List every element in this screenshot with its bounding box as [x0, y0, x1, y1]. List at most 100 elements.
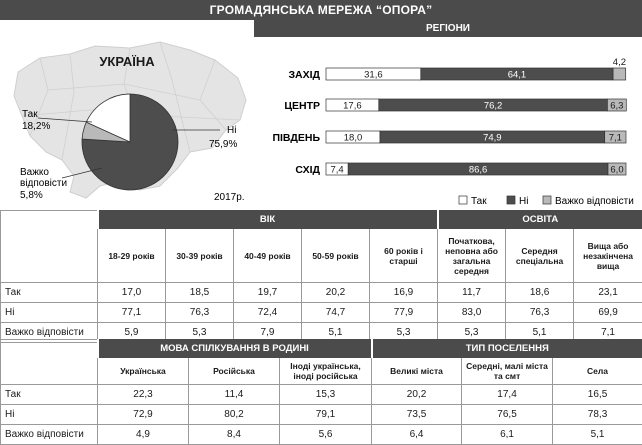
table-cell: 74,7: [301, 302, 370, 323]
table-row: Ні 77,1 76,3 72,4 74,7 77,9 83,0 76,3 69,9: [0, 302, 642, 323]
pie-label-hard-2: відповісти: [20, 178, 67, 189]
region-bar-segment: [607, 98, 627, 112]
table-cell: 5,1: [552, 424, 642, 445]
legend-label-yes: Так: [471, 196, 487, 207]
table-cell: 20,2: [301, 282, 370, 303]
region-bar-value: 18,0: [344, 133, 363, 144]
table-cell: 18,5: [165, 282, 234, 303]
table-cell: 76,3: [165, 302, 234, 323]
row-label: Ні: [0, 404, 98, 425]
table-cell: 80,2: [188, 404, 280, 425]
table1-body: Так 17,0 18,5 19,7 20,2 16,9 11,7 18,6 23,1 Ні 77,…: [0, 282, 642, 343]
pie-slice-yes: [85, 93, 131, 143]
table-row: Так 22,3 11,4 15,3 20,2 17,4 16,5: [0, 384, 642, 405]
region-bar-value: 31,6: [364, 70, 383, 81]
table-cell: 78,3: [552, 404, 642, 425]
region-label: ЦЕНТР: [284, 100, 320, 112]
table1-group-age: ВІК: [96, 210, 439, 229]
language-settlement-table: МОВА СПІЛКУВАННЯ В РОДИНІ ТИП ПОСЕЛЕННЯ …: [0, 339, 642, 445]
table-cell: 16,9: [368, 282, 439, 303]
region-bar-value: 74,9: [483, 133, 502, 144]
table-row: Ні 72,9 80,2 79,1 73,5 76,5 78,3: [0, 404, 642, 425]
column-header: Іноді українська, іноді російська: [278, 357, 373, 385]
region-bar-value: 86,6: [469, 165, 488, 176]
regions-bar-chart: ЗАХІД 31,6 64,1 4,2 ЦЕНТР 17,6 76,2 6,3 ПІВДЕНЬ 1…: [272, 57, 634, 207]
pie-chart: УКРАЇНА Так 18,2% Ні 75,9% Важко відпові…: [13, 41, 247, 203]
region-label: ПІВДЕНЬ: [272, 132, 320, 144]
table-cell: 18,6: [505, 282, 575, 303]
column-header: 30-39 років: [165, 228, 234, 283]
region-bar-value: 6,0: [610, 165, 623, 176]
table-cell: 73,5: [371, 404, 463, 425]
row-label: Так: [0, 384, 98, 405]
table-cell: 20,2: [371, 384, 463, 405]
column-header: Вища або незакінчена вища: [573, 228, 642, 283]
column-header: 40-49 років: [233, 228, 302, 283]
region-bar-segment: [607, 162, 627, 176]
top-section: УКРАЇНА Так 18,2% Ні 75,9% Важко відпові…: [0, 20, 642, 210]
pie-slices: [81, 93, 179, 191]
column-header: Середня спеціальна: [505, 228, 575, 283]
region-label: ЗАХІД: [288, 69, 320, 81]
table-cell: 11,7: [437, 282, 507, 303]
pie-value-hard: 5,8%: [20, 190, 43, 201]
table-cell: 72,4: [233, 302, 302, 323]
table-row: Так 17,0 18,5 19,7 20,2 16,9 11,7 18,6 23,1: [0, 282, 642, 303]
column-header: Середні, малі міста та смт: [461, 357, 554, 385]
table-cell: 23,1: [573, 282, 642, 303]
table2-group-language: МОВА СПІЛКУВАННЯ В РОДИНІ: [96, 339, 373, 358]
table2-group-settlement: ТИП ПОСЕЛЕННЯ: [370, 339, 642, 358]
region-bars: ЗАХІД 31,6 64,1 4,2 ЦЕНТР 17,6 76,2 6,3 ПІВДЕНЬ 1…: [272, 57, 627, 176]
column-header: Російська: [188, 357, 280, 385]
column-header: 50-59 років: [301, 228, 370, 283]
table-cell: 17,4: [461, 384, 554, 405]
column-header: Великі міста: [371, 357, 463, 385]
regions-legend: Так Ні Важко відповісти: [458, 195, 634, 207]
pie-value-no: 75,9%: [209, 139, 237, 150]
legend-swatch-yes: [458, 195, 468, 205]
pie-year: 2017р.: [214, 192, 245, 203]
table-cell: 6,4: [371, 424, 463, 445]
region-bar-value: 7,1: [609, 133, 622, 144]
table-row: Важко відповісти 4,9 8,4 5,6 6,4 6,1 5,1: [0, 424, 642, 445]
column-header: Села: [552, 357, 642, 385]
table-cell: 79,1: [278, 404, 373, 425]
legend-swatch-hard: [542, 195, 552, 205]
column-header: Початкова, неповна або загальна середня: [437, 228, 507, 283]
table2-column-headers: Українська Російська Іноді українська, іно…: [1, 357, 642, 385]
row-label: Важко відповісти: [0, 424, 98, 445]
region-bar-value: 7,4: [330, 165, 343, 176]
table-cell: 4,9: [97, 424, 189, 445]
table-cell: 15,3: [278, 384, 373, 405]
table-cell: 17,0: [97, 282, 166, 303]
region-bar-value: 4,2: [613, 57, 626, 68]
table-cell: 11,4: [188, 384, 280, 405]
table-cell: 77,9: [368, 302, 439, 323]
table-cell: 69,9: [573, 302, 642, 323]
table-cell: 83,0: [437, 302, 507, 323]
table1-corner: [0, 210, 98, 283]
region-bar-segment: [612, 67, 627, 81]
leader-line-yes: [37, 117, 93, 123]
table-cell: 22,3: [97, 384, 189, 405]
table-cell: 72,9: [97, 404, 189, 425]
pie-label-hard-1: Важко: [20, 167, 49, 178]
table2-body: Так 22,3 11,4 15,3 20,2 17,4 16,5 Ні 72,9 80,2 79,…: [0, 384, 642, 445]
region-bar-value: 64,1: [508, 70, 527, 81]
region-bar-value: 76,2: [484, 101, 503, 112]
table-cell: 5,6: [278, 424, 373, 445]
table2-corner: [0, 339, 98, 385]
region-label: СХІД: [295, 164, 320, 176]
table-cell: 8,4: [188, 424, 280, 445]
age-education-table: ВІК ОСВІТА 18-29 років 30-39 років 40-49 р…: [0, 210, 642, 343]
page-title: ГРОМАДЯНСЬКА МЕРЕЖА “ОПОРА”: [0, 0, 642, 20]
table-cell: 77,1: [97, 302, 166, 323]
region-bar-value: 17,6: [343, 101, 362, 112]
table-cell: 16,5: [552, 384, 642, 405]
table-cell: 76,5: [461, 404, 554, 425]
table1-column-headers: 18-29 років 30-39 років 40-49 років 50-59 р…: [1, 228, 642, 283]
regions-header: РЕГІОНИ: [254, 20, 642, 37]
legend-swatch-no: [506, 195, 516, 205]
row-label: Ні: [0, 302, 98, 323]
column-header: 18-29 років: [97, 228, 166, 283]
